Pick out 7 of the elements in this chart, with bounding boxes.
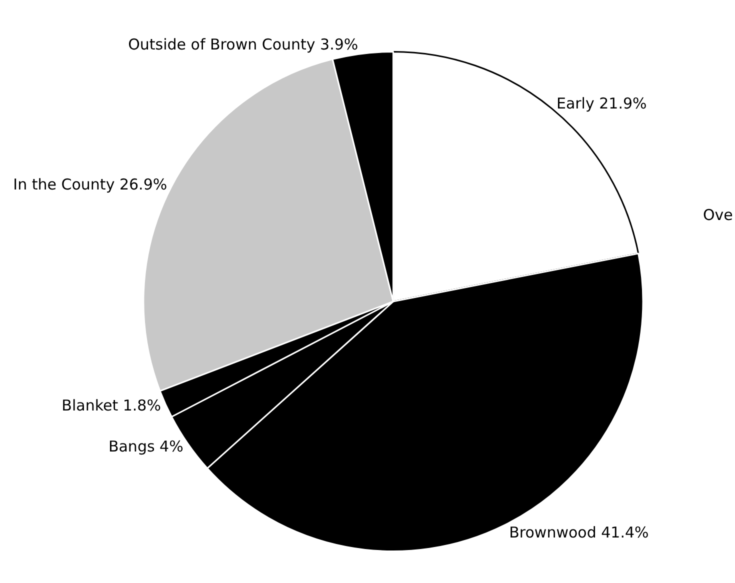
slice-label: Early 21.9% — [556, 94, 647, 112]
slice-label: Blanket 1.8% — [62, 396, 161, 415]
slice-label: Brownwood 41.4% — [509, 523, 649, 542]
slice-label: In the County 26.9% — [13, 175, 168, 194]
slice-label: Outside of Brown County 3.9% — [128, 36, 358, 54]
text: Ove — [703, 206, 733, 224]
slice-label: Bangs 4% — [108, 438, 184, 456]
